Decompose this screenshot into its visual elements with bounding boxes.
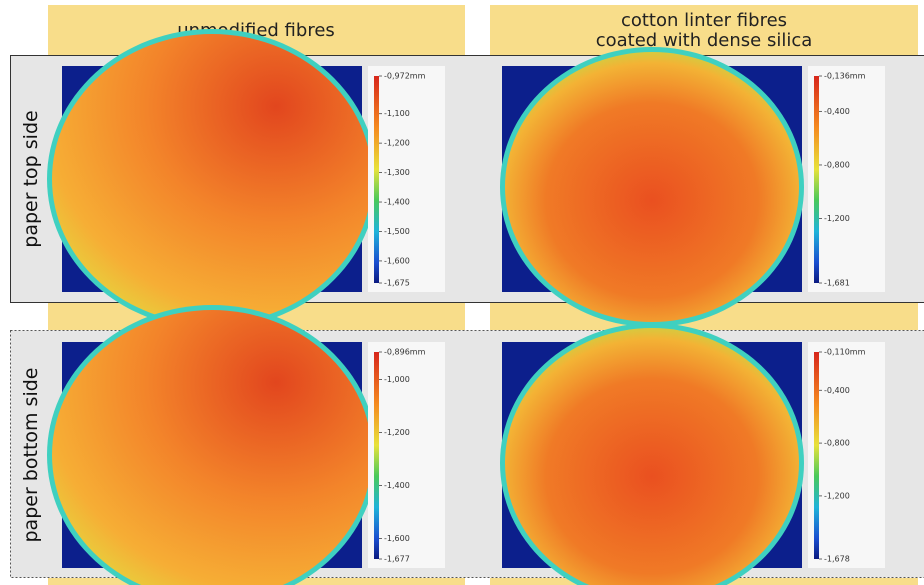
- colorbar: [814, 352, 819, 559]
- figure: unmodified fibrescotton linter fibrescoa…: [0, 0, 924, 585]
- heatmap: [505, 52, 799, 322]
- colorbar-tick-label: -1,500: [384, 227, 410, 236]
- colorbar-tick-label: -1,675: [384, 279, 410, 288]
- column-header: cotton linter fibres: [621, 10, 787, 31]
- colorbar: [374, 76, 379, 283]
- colorbar-tick-label: -1,678: [824, 555, 850, 564]
- colorbar-panel: [808, 342, 885, 568]
- colorbar-panel: [808, 66, 885, 292]
- colorbar-tick-label: -1,100: [384, 109, 410, 118]
- column-header: coated with dense silica: [596, 30, 813, 51]
- colorbar-tick-label: -0,136mm: [824, 72, 866, 81]
- row-label: paper bottom side: [20, 368, 42, 543]
- colorbar-tick-label: -0,896mm: [384, 348, 426, 357]
- colorbar-tick-label: -1,400: [384, 198, 410, 207]
- colorbar-tick-label: -0,800: [824, 160, 850, 169]
- colorbar-tick-label: -0,972mm: [384, 72, 426, 81]
- colorbar-tick-label: -0,800: [824, 439, 850, 448]
- colorbar-tick-label: -1,200: [384, 428, 410, 437]
- colorbar-tick-label: -1,677: [384, 555, 410, 564]
- colorbar: [814, 76, 819, 283]
- colorbar-tick-label: -1,200: [384, 139, 410, 148]
- colorbar-tick-label: -1,681: [824, 279, 850, 288]
- colorbar-tick-label: -0,110mm: [824, 348, 866, 357]
- colorbar-tick-label: -1,300: [384, 168, 410, 177]
- colorbar-tick-label: -0,400: [824, 386, 850, 395]
- colorbar-tick-label: -1,600: [384, 534, 410, 543]
- colorbar-tick-label: -0,400: [824, 107, 850, 116]
- colorbar-tick-label: -1,000: [384, 375, 410, 384]
- colorbar: [374, 352, 379, 559]
- colorbar-tick-label: -1,600: [384, 256, 410, 265]
- colorbar-tick-label: -1,200: [824, 491, 850, 500]
- row-label: paper top side: [20, 110, 42, 247]
- heatmap: [52, 34, 372, 324]
- colorbar-tick-label: -1,400: [384, 481, 410, 490]
- colorbar-tick-label: -1,200: [824, 214, 850, 223]
